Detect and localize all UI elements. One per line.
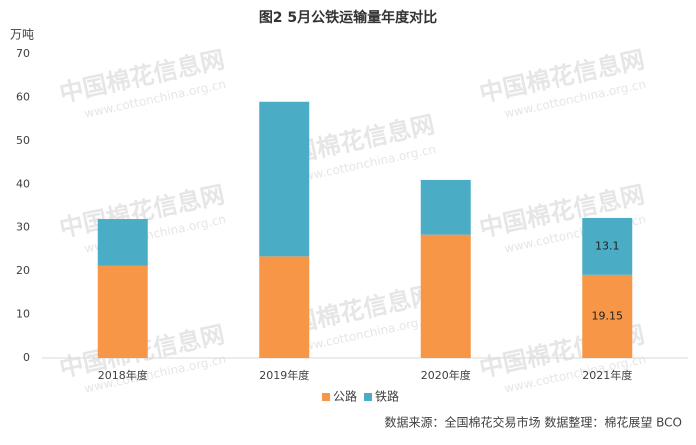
bar-segment: [582, 217, 633, 275]
y-tick-label: 40: [16, 177, 30, 190]
bar-segment: [420, 234, 471, 358]
bar-segment: [97, 219, 148, 266]
bar-segment: [420, 179, 471, 235]
data-label: 19.15: [592, 309, 624, 322]
y-tick-label: 70: [16, 47, 30, 60]
source: 数据来源：全国棉花交易市场 数据整理：棉花展望 BCO: [385, 415, 682, 430]
data-label: 13.1: [595, 239, 620, 252]
y-tick-label: 0: [23, 351, 30, 364]
x-tick-label: 2021年度: [582, 368, 632, 382]
bar-segment: [582, 274, 633, 358]
legend-label: 公路: [333, 389, 357, 404]
legend-swatch: [364, 393, 372, 401]
y-tick-label: 20: [16, 264, 30, 277]
y-tick-label: 30: [16, 221, 30, 234]
y-axis-label: 万吨: [10, 28, 34, 42]
chart-title: 图2 5月公铁运输量年度对比: [259, 9, 437, 26]
y-tick-label: 50: [16, 134, 30, 147]
y-tick-label: 10: [16, 308, 30, 321]
x-tick-label: 2019年度: [259, 368, 309, 382]
y-tick-label: 60: [16, 90, 30, 103]
legend-swatch: [322, 393, 330, 401]
bar-segment: [259, 256, 310, 358]
legend-label: 铁路: [375, 389, 399, 404]
bar-segment: [97, 265, 148, 358]
bar-segment: [259, 101, 310, 257]
x-tick-label: 2018年度: [98, 368, 148, 382]
x-tick-label: 2020年度: [421, 368, 471, 382]
